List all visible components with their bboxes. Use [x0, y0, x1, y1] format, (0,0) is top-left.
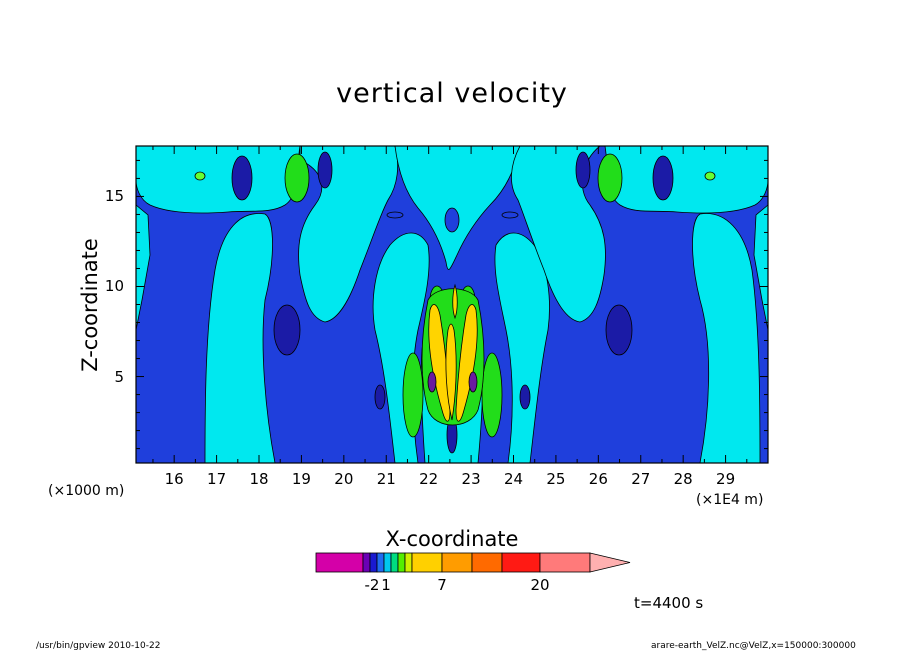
contour-region-green-small-1: [194, 171, 206, 181]
contour-region-green-4: [481, 352, 503, 438]
contour-region-blue-hole-2: [386, 211, 404, 219]
colorbar-segment-5: [383, 552, 392, 573]
contour-region-darkblue-8: [519, 384, 531, 410]
footer-source: arare-earth_VelZ.nc@VelZ,x=150000:300000: [651, 641, 856, 651]
contour-field: [136, 146, 768, 463]
colorbar-segment-4: [376, 552, 385, 573]
contour-region-cyan-3: [136, 146, 301, 214]
contour-region-cyan-7: [394, 146, 521, 270]
contour-region-cyan-8: [494, 232, 550, 463]
contour-region-darkblue-6: [652, 155, 674, 201]
x-tick-label-23: 23: [461, 470, 481, 488]
x-tick-label-16: 16: [164, 470, 184, 488]
contour-region-green-2: [597, 153, 623, 203]
contour-region-cyan-9: [511, 146, 606, 323]
x-tick-label-27: 27: [631, 470, 651, 488]
colorbar-segment-9: [411, 552, 443, 573]
contour-region-darkblue-4: [374, 384, 386, 410]
y-axis-label: Z-coordinate: [78, 238, 102, 372]
x-tick-label-18: 18: [249, 470, 269, 488]
x-tick-label-21: 21: [376, 470, 396, 488]
contour-region-yellow-2: [455, 304, 478, 422]
y-tick-label-10: 10: [104, 277, 124, 296]
colorbar-label-4: 20: [530, 576, 550, 594]
footer-command: /usr/bin/gpview 2010-10-22: [36, 641, 161, 651]
x-tick-label-26: 26: [588, 470, 608, 488]
x-tick-label-28: 28: [673, 470, 693, 488]
contour-region-darkblue-5: [575, 151, 591, 189]
contour-region-blue-hole-1: [444, 207, 460, 233]
x-axis-unit-right: (×1E4 m): [696, 492, 764, 508]
y-tick-label-15: 15: [104, 187, 124, 206]
contour-region-cyan-1: [136, 204, 151, 331]
contour-region-darkblue-1: [231, 155, 253, 201]
contour-region-darkblue-3: [273, 304, 301, 356]
contour-region-cyan-5: [298, 146, 399, 323]
x-tick-label-17: 17: [207, 470, 227, 488]
contour-region-darkblue-2: [317, 151, 333, 189]
contour-region-green-3: [402, 352, 424, 438]
y-tick-label-5: 5: [114, 367, 124, 386]
contour-region-cyan-4: [204, 213, 276, 463]
colorbar-segment-11: [471, 552, 503, 573]
x-tick-label-22: 22: [419, 470, 439, 488]
colorbar-arrow: [589, 552, 631, 573]
x-tick-label-24: 24: [503, 470, 524, 488]
colorbar-segment-2: [362, 552, 371, 573]
contour-region-yellow-4: [452, 283, 458, 320]
colorbar-segment-10: [441, 552, 473, 573]
x-axis-label: X-coordinate: [385, 527, 519, 551]
chart-title: vertical velocity: [336, 78, 568, 109]
contour-region-green-1: [284, 153, 310, 203]
contour-region-darkblue-7: [605, 304, 633, 356]
colorbar-segment-7: [397, 552, 406, 573]
contour-region-cyan-2: [753, 204, 768, 331]
colorbar-segment-3: [369, 552, 378, 573]
x-axis-unit-left: (×1000 m): [48, 483, 125, 499]
x-tick-label-19: 19: [291, 470, 311, 488]
contour-region-cyan-11: [604, 146, 768, 214]
colorbar-segment-6: [390, 552, 399, 573]
time-label: t=4400 s: [634, 594, 704, 612]
contour-region-yellow-3: [445, 323, 457, 421]
x-tick-label-20: 20: [334, 470, 354, 488]
contour-region-blue-hole-3: [501, 211, 519, 219]
colorbar-label-2: 1: [381, 576, 391, 594]
contour-region-cyan-10: [692, 213, 761, 463]
contour-region-purple-2: [468, 371, 478, 393]
colorbar-segment-8: [404, 552, 413, 573]
colorbar-label-3: 7: [437, 576, 447, 594]
colorbar-segment-12: [501, 552, 541, 573]
contour-region-purple-1: [427, 371, 437, 393]
x-tick-label-25: 25: [546, 470, 566, 488]
colorbar-label-1: -2: [364, 576, 380, 594]
contour-region-green-small-2: [704, 171, 716, 181]
x-tick-label-29: 29: [716, 470, 736, 488]
colorbar-segment-13: [539, 552, 591, 573]
colorbar-segment-1: [315, 552, 364, 573]
